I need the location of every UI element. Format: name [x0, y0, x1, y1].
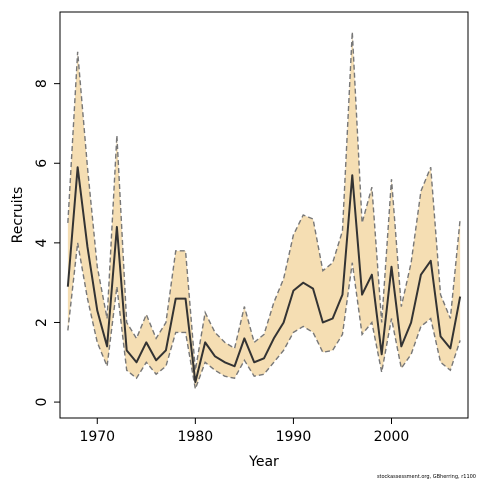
y-axis: 0 2 4 6 8	[34, 79, 60, 407]
x-tick-label-1980: 1980	[178, 429, 214, 445]
confidence-band-layer	[67, 31, 461, 389]
y-axis-title: Recruits	[10, 187, 26, 244]
confidence-bounds-layer	[67, 31, 461, 392]
x-axis: 1970 1980 1990 2000	[79, 418, 409, 445]
y-tick-label-0: 0	[34, 398, 50, 407]
estimate-line	[66, 166, 462, 384]
x-tick-label-2000: 2000	[374, 429, 410, 445]
y-tick-label-4: 4	[34, 238, 50, 247]
x-tick-label-1970: 1970	[79, 429, 115, 445]
estimate-line-layer	[66, 166, 462, 384]
x-axis-title: Year	[248, 454, 279, 470]
y-tick-label-6: 6	[34, 159, 50, 168]
x-tick-label-1990: 1990	[276, 429, 312, 445]
confidence-band	[67, 31, 461, 389]
y-tick-label-8: 8	[34, 79, 50, 88]
lower-bound-line	[67, 242, 461, 392]
upper-bound-line	[67, 31, 461, 371]
y-tick-label-2: 2	[34, 318, 50, 327]
credit-text: stockassessment.org, GBherring, r1100	[377, 474, 476, 480]
plot-frame	[59, 11, 469, 419]
